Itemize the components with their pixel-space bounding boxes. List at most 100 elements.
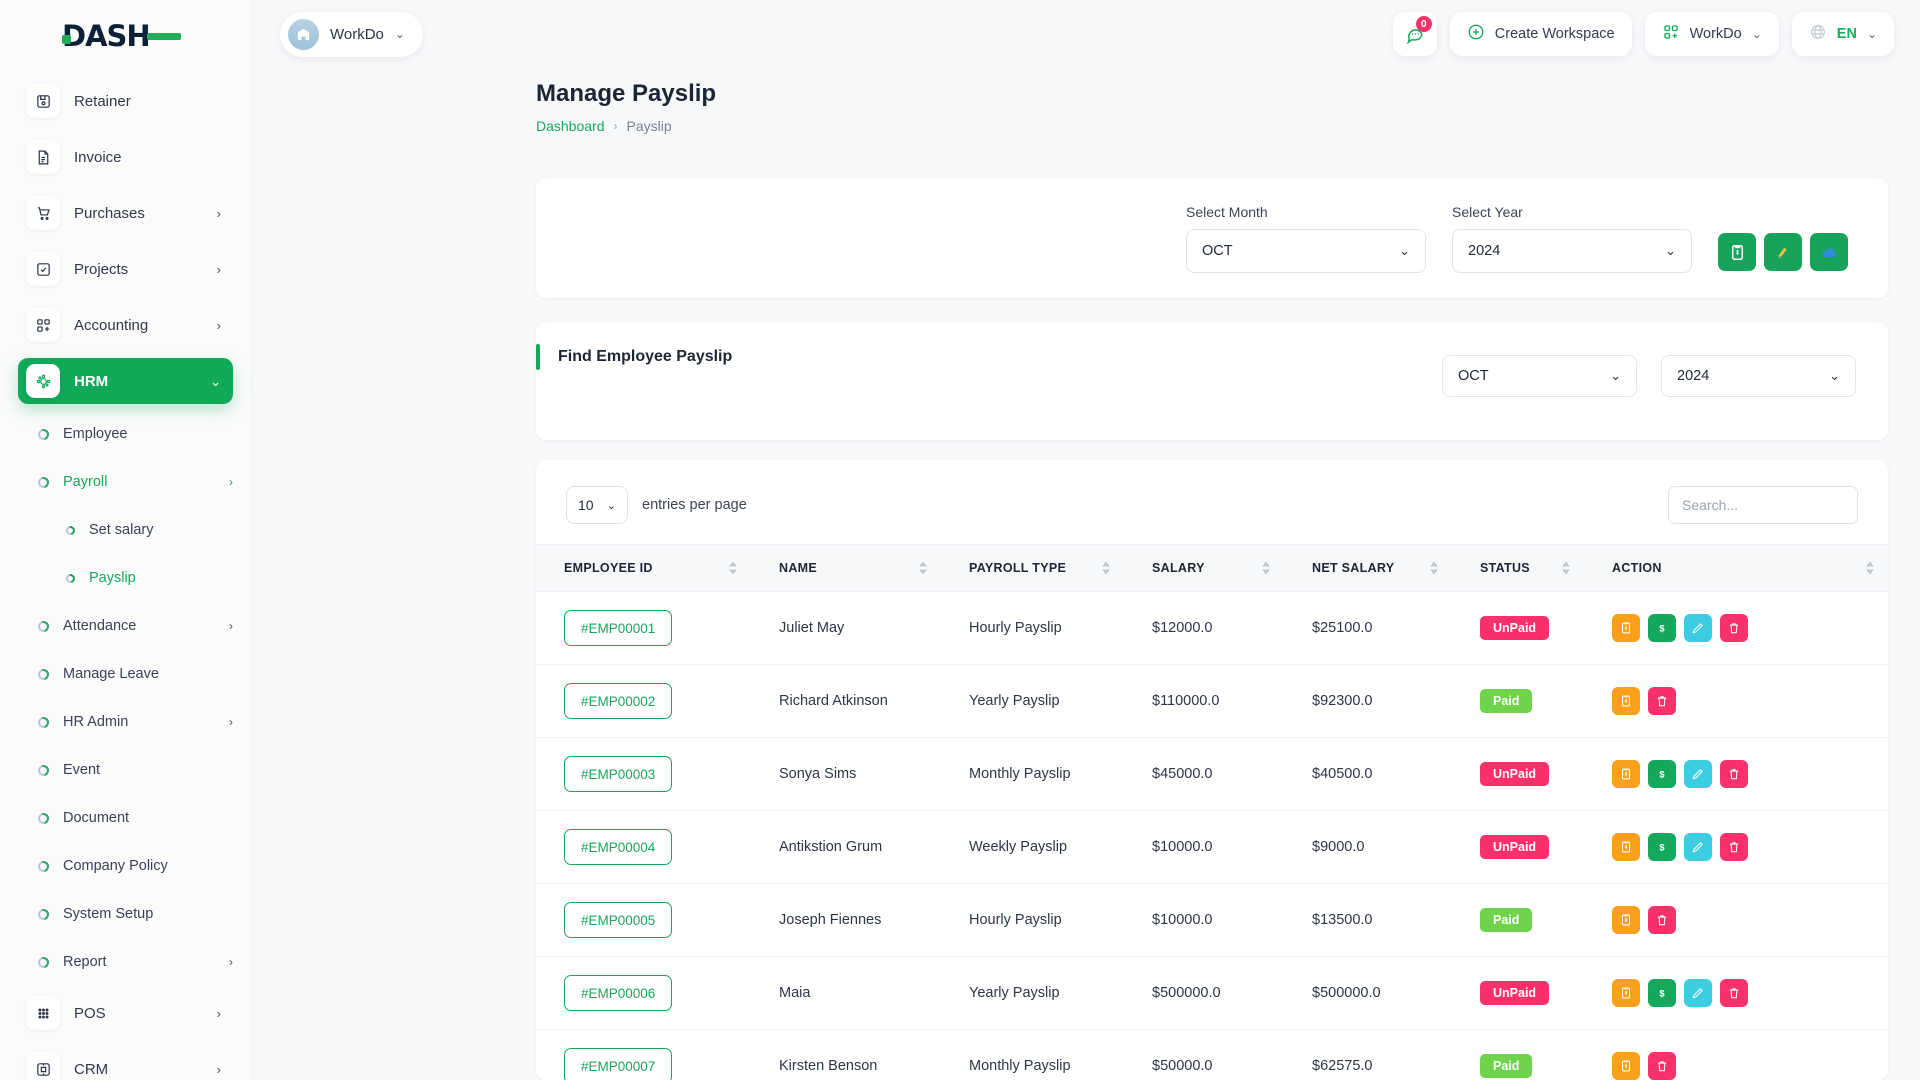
view-payslip-button[interactable]	[1612, 687, 1640, 715]
table-header-action[interactable]: ACTION	[1584, 544, 1888, 592]
table-header-salary[interactable]: SALARY	[1124, 544, 1284, 592]
bullet-icon	[35, 906, 52, 922]
employee-id-chip[interactable]: #EMP00003	[564, 756, 673, 792]
cell-net-salary: $500000.0	[1284, 956, 1452, 1030]
table-header-name[interactable]: NAME	[751, 544, 941, 592]
employee-id-chip[interactable]: #EMP00002	[564, 683, 673, 719]
table-header-label: NAME	[779, 561, 818, 575]
sort-icon[interactable]	[729, 561, 737, 575]
search-input[interactable]	[1668, 486, 1858, 524]
create-workspace-button[interactable]: Create Workspace	[1449, 12, 1632, 56]
select-year-dropdown[interactable]: 2024 ⌄	[1452, 229, 1692, 273]
sort-icon[interactable]	[1430, 561, 1438, 575]
entries-per-page-dropdown[interactable]: 10 ⌄	[566, 486, 628, 524]
cell-payroll-type: Yearly Payslip	[941, 956, 1124, 1030]
employee-id-chip[interactable]: #EMP00005	[564, 902, 673, 938]
sidebar-item-purchases[interactable]: Purchases ›	[18, 190, 233, 236]
sort-icon[interactable]	[1866, 561, 1874, 575]
sidebar-item-label: Document	[63, 810, 130, 826]
sort-icon[interactable]	[919, 561, 927, 575]
cell-action	[1584, 1029, 1888, 1080]
messages-badge: 0	[1415, 16, 1432, 32]
employee-id-chip[interactable]: #EMP00004	[564, 829, 673, 865]
sidebar-item-manage-leave[interactable]: Manage Leave	[18, 654, 233, 694]
pay-button[interactable]: $	[1648, 760, 1676, 788]
sidebar-item-projects[interactable]: Projects ›	[18, 246, 233, 292]
edit-button[interactable]	[1684, 979, 1712, 1007]
status-badge: UnPaid	[1480, 762, 1550, 786]
view-payslip-button[interactable]	[1612, 760, 1640, 788]
sort-icon[interactable]	[1562, 561, 1570, 575]
workspace-selector[interactable]: WorkDo ⌄	[280, 11, 423, 57]
svg-text:$: $	[1659, 624, 1665, 634]
page-title: Manage Payslip	[536, 80, 717, 107]
export-cloud-button[interactable]	[1810, 233, 1848, 271]
view-payslip-button[interactable]	[1612, 833, 1640, 861]
sidebar-item-accounting[interactable]: Accounting ›	[18, 302, 233, 348]
language-selector[interactable]: EN ⌄	[1791, 12, 1894, 56]
view-payslip-button[interactable]	[1612, 1052, 1640, 1080]
chevron-icon: ›	[216, 317, 221, 333]
employee-id-chip[interactable]: #EMP00006	[564, 975, 673, 1011]
cell-net-salary: $13500.0	[1284, 883, 1452, 957]
pay-button[interactable]: $	[1648, 614, 1676, 642]
employee-id-chip[interactable]: #EMP00001	[564, 610, 673, 646]
sidebar-item-pos[interactable]: POS ›	[18, 990, 233, 1036]
sidebar-item-document[interactable]: Document	[18, 798, 233, 838]
sidebar-item-crm[interactable]: CRM ›	[18, 1046, 233, 1080]
bullet-icon	[64, 523, 77, 537]
sidebar-item-attendance[interactable]: Attendance ›	[18, 606, 233, 646]
sidebar-item-report[interactable]: Report ›	[18, 942, 233, 982]
row-actions: $	[1612, 614, 1888, 642]
pay-button[interactable]: $	[1648, 833, 1676, 861]
workspace-switch-button[interactable]: WorkDo ⌄	[1644, 12, 1779, 56]
sidebar-item-system-setup[interactable]: System Setup	[18, 894, 233, 934]
crm-icon	[26, 1052, 60, 1080]
find-month-dropdown[interactable]: OCT ⌄	[1442, 355, 1637, 397]
sidebar-item-retainer[interactable]: Retainer	[18, 78, 233, 124]
sort-icon[interactable]	[1102, 561, 1110, 575]
view-payslip-button[interactable]	[1612, 979, 1640, 1007]
select-month-dropdown[interactable]: OCT ⌄	[1186, 229, 1426, 273]
pay-button[interactable]: $	[1648, 979, 1676, 1007]
table-header-employee-id[interactable]: EMPLOYEE ID	[536, 544, 751, 592]
delete-button[interactable]	[1720, 979, 1748, 1007]
breadcrumb-dashboard[interactable]: Dashboard	[536, 118, 605, 134]
grid-icon	[1662, 23, 1680, 45]
view-payslip-button[interactable]	[1612, 906, 1640, 934]
edit-button[interactable]	[1684, 833, 1712, 861]
sidebar-item-payroll[interactable]: Payroll ›	[18, 462, 233, 502]
sidebar-item-set-salary[interactable]: Set salary	[18, 510, 233, 550]
table-header-payroll-type[interactable]: PAYROLL TYPE	[941, 544, 1124, 592]
cell-salary: $45000.0	[1124, 737, 1284, 811]
sort-icon[interactable]	[1262, 561, 1270, 575]
export-excel-button[interactable]	[1764, 233, 1802, 271]
cell-action: $	[1584, 591, 1888, 665]
delete-button[interactable]	[1720, 760, 1748, 788]
payslip-report-button[interactable]	[1718, 233, 1756, 271]
sidebar-item-hrm[interactable]: HRM ⌄	[18, 358, 233, 404]
employee-id-chip[interactable]: #EMP00007	[564, 1048, 673, 1080]
sidebar-item-company-policy[interactable]: Company Policy	[18, 846, 233, 886]
delete-button[interactable]	[1720, 833, 1748, 861]
delete-button[interactable]	[1720, 614, 1748, 642]
sidebar-item-event[interactable]: Event	[18, 750, 233, 790]
table-header-status[interactable]: STATUS	[1452, 544, 1584, 592]
sidebar-item-hr-admin[interactable]: HR Admin ›	[18, 702, 233, 742]
edit-button[interactable]	[1684, 760, 1712, 788]
sidebar-item-invoice[interactable]: Invoice	[18, 134, 233, 180]
table-header-label: SALARY	[1152, 561, 1205, 575]
table-header-net-salary[interactable]: NET SALARY	[1284, 544, 1452, 592]
cell-status: Paid	[1452, 883, 1584, 957]
app-logo[interactable]: DASH	[0, 0, 251, 72]
delete-button[interactable]	[1648, 687, 1676, 715]
find-year-dropdown[interactable]: 2024 ⌄	[1661, 355, 1856, 397]
edit-button[interactable]	[1684, 614, 1712, 642]
delete-button[interactable]	[1648, 1052, 1676, 1080]
messages-button[interactable]: 0	[1392, 12, 1437, 56]
sidebar-item-employee[interactable]: Employee	[18, 414, 233, 454]
sidebar-item-payslip[interactable]: Payslip	[18, 558, 233, 598]
table-header-label: STATUS	[1480, 561, 1530, 575]
delete-button[interactable]	[1648, 906, 1676, 934]
view-payslip-button[interactable]	[1612, 614, 1640, 642]
